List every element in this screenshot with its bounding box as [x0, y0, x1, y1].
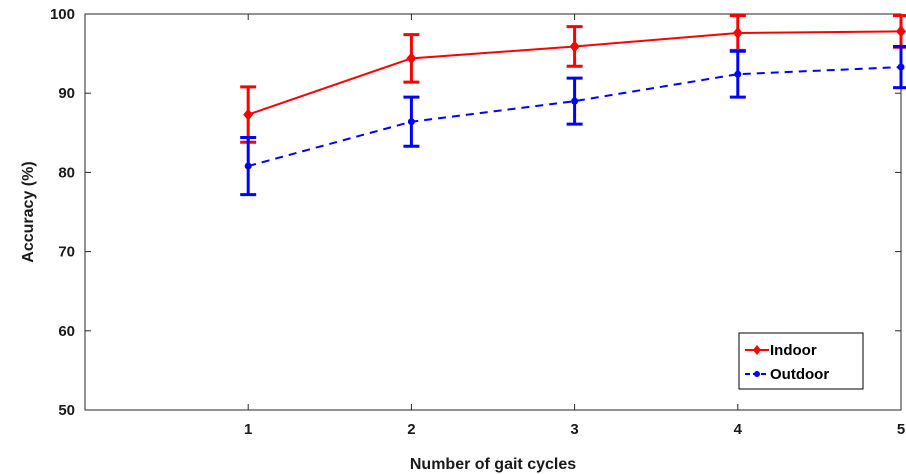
- series-outdoor: [240, 44, 906, 197]
- y-tick-label: 70: [58, 244, 75, 261]
- data-point: [406, 52, 417, 65]
- x-tick-label: 1: [244, 421, 252, 438]
- y-tick-label: 60: [58, 323, 75, 340]
- x-tick-label: 5: [897, 421, 905, 438]
- legend-marker: [753, 345, 761, 355]
- y-tick-label: 90: [58, 85, 75, 102]
- legend-label: Outdoor: [770, 366, 829, 383]
- plot-area: 50 60 70 80 90 100 1 2 3 4 5: [50, 6, 906, 438]
- y-axis-label: Accuracy (%): [20, 161, 37, 262]
- legend-item-indoor: Indoor: [745, 342, 817, 359]
- x-tick-label: 3: [570, 421, 578, 438]
- x-axis-label: Number of gait cycles: [410, 456, 576, 473]
- y-tick-label: 100: [50, 6, 75, 23]
- legend-marker: [754, 371, 760, 377]
- legend-box: [738, 332, 864, 390]
- data-point: [244, 162, 252, 170]
- data-point: [571, 97, 579, 105]
- x-tick-label: 4: [734, 421, 743, 438]
- data-point: [897, 63, 905, 71]
- legend: Indoor Outdoor: [738, 332, 864, 390]
- data-point: [734, 70, 742, 78]
- y-tick-label: 50: [58, 402, 75, 419]
- data-point: [243, 108, 254, 121]
- series-line: [247, 66, 902, 168]
- data-point: [732, 27, 743, 40]
- y-tick-label: 80: [58, 164, 75, 181]
- data-point: [896, 25, 906, 38]
- legend-item-outdoor: Outdoor: [745, 366, 829, 383]
- data-point: [407, 118, 415, 126]
- legend-label: Indoor: [770, 342, 817, 359]
- x-tick-label: 2: [407, 421, 415, 438]
- data-point: [569, 40, 580, 53]
